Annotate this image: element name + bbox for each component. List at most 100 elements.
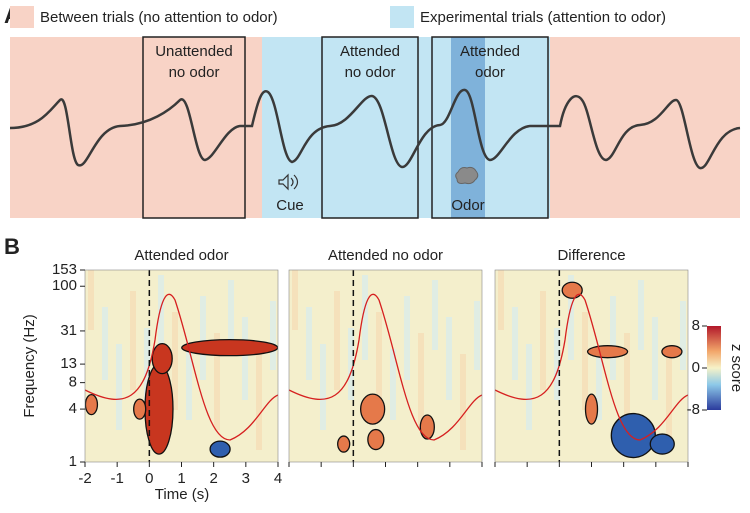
panel-title: Attended odor — [134, 247, 228, 264]
odor-label: Odor — [451, 197, 484, 214]
colorbar — [707, 326, 721, 410]
x-tick-label: 0 — [145, 470, 153, 487]
colorbar-tick-label: 0 — [692, 359, 700, 376]
x-tick-label: -1 — [110, 470, 123, 487]
heatmap-bg — [495, 270, 688, 462]
heatmap-texture — [270, 301, 276, 370]
experimental-region — [262, 37, 550, 218]
x-tick-label: 3 — [242, 470, 250, 487]
heatmap-texture — [320, 344, 326, 430]
heatmap-texture — [498, 270, 504, 330]
speaker-icon — [278, 173, 299, 191]
heatmap-texture — [512, 307, 518, 380]
heatmap-texture — [526, 344, 532, 430]
legend-label: Experimental trials (attention to odor) — [420, 9, 666, 26]
heatmap-body — [289, 270, 482, 462]
between-region — [10, 37, 262, 218]
heatmap-bg — [289, 270, 482, 462]
heatmap: Attended no odor — [288, 247, 483, 467]
box-label: Attended — [340, 43, 400, 60]
colorbar-tick-label: 8 — [692, 317, 700, 334]
heatmap-body — [85, 270, 278, 462]
odor-band — [451, 37, 485, 218]
y-tick-label: 31 — [60, 322, 77, 339]
cluster — [561, 281, 583, 299]
heatmap: Difference — [494, 247, 689, 467]
heatmap-texture — [172, 312, 178, 410]
colorbar-tick-label: -8 — [687, 401, 700, 418]
heatmap-texture — [638, 280, 644, 350]
box-label: odor — [475, 64, 505, 81]
panel-title: Difference — [557, 247, 625, 264]
heatmap-texture — [186, 349, 192, 420]
heatmap-texture — [540, 291, 546, 390]
box-label: no odor — [169, 64, 220, 81]
heatmap-texture — [292, 270, 298, 330]
wave — [9, 88, 741, 170]
heatmap-texture — [610, 296, 616, 380]
power-curve — [289, 293, 482, 441]
heatmap-texture — [460, 354, 466, 450]
x-tick-label: 4 — [274, 470, 282, 487]
heatmap-texture — [446, 317, 452, 400]
heatmap-texture — [306, 307, 312, 380]
heatmap-texture — [680, 301, 686, 370]
trial-box — [142, 36, 246, 219]
cluster — [85, 393, 99, 416]
box-label: no odor — [345, 64, 396, 81]
between-region — [550, 37, 740, 218]
heatmap-texture — [666, 354, 672, 450]
heatmap-texture — [348, 328, 354, 400]
legend-swatch — [10, 6, 34, 28]
y-tick-label: 1 — [69, 453, 77, 470]
x-tick-label: 2 — [209, 470, 217, 487]
heatmap-texture — [144, 328, 150, 400]
cluster — [359, 393, 386, 425]
heatmap-texture — [214, 333, 220, 430]
heatmap-texture — [404, 296, 410, 380]
heatmap-texture — [432, 280, 438, 350]
cluster — [586, 345, 629, 359]
power-curve — [85, 293, 278, 441]
heatmap-texture — [376, 312, 382, 410]
heatmap-texture — [568, 275, 574, 360]
heatmap-texture — [200, 296, 206, 380]
heatmap-texture — [624, 333, 630, 430]
heatmap-body — [495, 270, 688, 462]
cluster — [419, 414, 435, 440]
heatmap-texture — [582, 312, 588, 410]
cluster — [661, 345, 683, 359]
heatmap-texture — [418, 333, 424, 430]
x-tick-label: -2 — [78, 470, 91, 487]
cluster — [133, 398, 147, 420]
y-tick-label: 8 — [69, 374, 77, 391]
y-tick-label: 4 — [69, 400, 77, 417]
cluster — [367, 428, 385, 451]
cluster — [337, 435, 351, 453]
heatmap-texture — [256, 354, 262, 450]
power-curve — [495, 293, 688, 441]
panel-title: Attended no odor — [328, 247, 443, 264]
cluster — [181, 339, 278, 357]
heatmap-texture — [334, 291, 340, 390]
cluster — [584, 393, 599, 425]
legend-swatch — [390, 6, 414, 28]
y-tick-label: 100 — [52, 277, 77, 294]
heatmap-texture — [554, 328, 560, 400]
x-axis-label: Time (s) — [155, 486, 209, 503]
heatmap-texture — [228, 280, 234, 350]
heatmap-bg — [85, 270, 278, 462]
box-label: Attended — [460, 43, 520, 60]
heatmap-texture — [158, 275, 164, 360]
y-tick-label: 153 — [52, 261, 77, 278]
x-tick-label: 1 — [177, 470, 185, 487]
heatmap-texture — [362, 275, 368, 360]
heatmap-texture — [652, 317, 658, 400]
box-label: Unattended — [155, 43, 233, 60]
cluster — [151, 342, 173, 375]
heatmap-texture — [88, 270, 94, 330]
heatmap-texture — [596, 349, 602, 420]
cluster — [649, 433, 675, 455]
